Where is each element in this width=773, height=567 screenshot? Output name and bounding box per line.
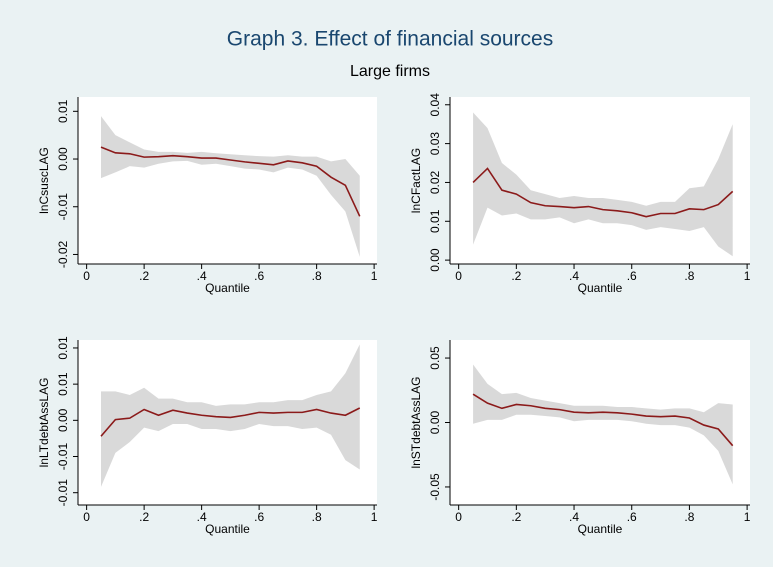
x-tick-label: .6: [254, 269, 264, 283]
x-tick-label: 0: [83, 269, 90, 283]
confidence-band: [473, 112, 733, 257]
chart-subtitle: Large firms: [350, 63, 430, 80]
x-tick-label: .4: [569, 269, 579, 283]
x-tick-label: .2: [511, 510, 521, 524]
y-tick-label: 0.05: [428, 346, 442, 370]
estimate-line: [100, 146, 361, 217]
confidence-band: [473, 364, 733, 485]
x-tick-label: 0: [455, 269, 462, 283]
x-tick-label: .6: [254, 510, 264, 524]
x-tick-label: 1: [744, 510, 751, 524]
x-tick-label: .6: [627, 510, 637, 524]
y-axis-title: lnLTdebtAssLAG: [37, 378, 51, 468]
x-tick-label: .8: [684, 269, 694, 283]
x-tick-label: 0: [83, 510, 90, 524]
estimate-line: [100, 407, 361, 437]
y-axis-title: lnCsuscLAG: [37, 147, 51, 214]
x-tick-label: .2: [511, 269, 521, 283]
x-tick-label: 1: [371, 269, 378, 283]
y-tick-label: -0.05: [428, 473, 442, 501]
estimate-line: [472, 167, 734, 218]
x-axis-title: Quantile: [578, 522, 623, 536]
y-tick-label: -0.01: [56, 193, 70, 221]
y-tick-label: 0.04: [428, 93, 442, 117]
x-tick-label: .8: [312, 269, 322, 283]
y-tick-label: -0.02: [56, 240, 70, 268]
y-tick-label: 0.01: [56, 99, 70, 123]
x-tick-label: .2: [139, 269, 149, 283]
y-tick-label: 0.00: [428, 410, 442, 434]
y-tick-label: 0.03: [428, 132, 442, 156]
y-tick-label: 0.00: [56, 147, 70, 171]
chart-title: Graph 3. Effect of financial sources: [227, 28, 553, 51]
x-tick-label: .6: [627, 269, 637, 283]
y-axis-title: lnCFactLAG: [409, 148, 423, 213]
y-tick-label: 0.00: [56, 408, 70, 432]
x-tick-label: .4: [197, 269, 207, 283]
x-tick-label: 1: [744, 269, 751, 283]
y-tick-label: -0.01: [56, 443, 70, 471]
x-axis-title: Quantile: [578, 281, 623, 295]
y-tick-label: 0.02: [428, 170, 442, 194]
x-tick-label: .8: [684, 510, 694, 524]
x-tick-label: .4: [197, 510, 207, 524]
y-tick-label: 0.01: [56, 336, 70, 360]
x-tick-label: 0: [455, 510, 462, 524]
y-tick-label: -0.01: [56, 479, 70, 507]
confidence-band: [101, 344, 360, 487]
x-axis-title: Quantile: [205, 522, 250, 536]
y-tick-label: 0.01: [428, 209, 442, 233]
x-tick-label: .4: [569, 510, 579, 524]
y-axis-title: lnSTdebtAssLAG: [409, 376, 423, 468]
x-tick-label: .8: [312, 510, 322, 524]
y-tick-label: 0.01: [56, 372, 70, 396]
x-tick-label: 1: [371, 510, 378, 524]
y-tick-label: 0.00: [428, 248, 442, 272]
x-axis-title: Quantile: [205, 281, 250, 295]
estimate-line: [472, 393, 734, 447]
x-tick-label: .2: [139, 510, 149, 524]
